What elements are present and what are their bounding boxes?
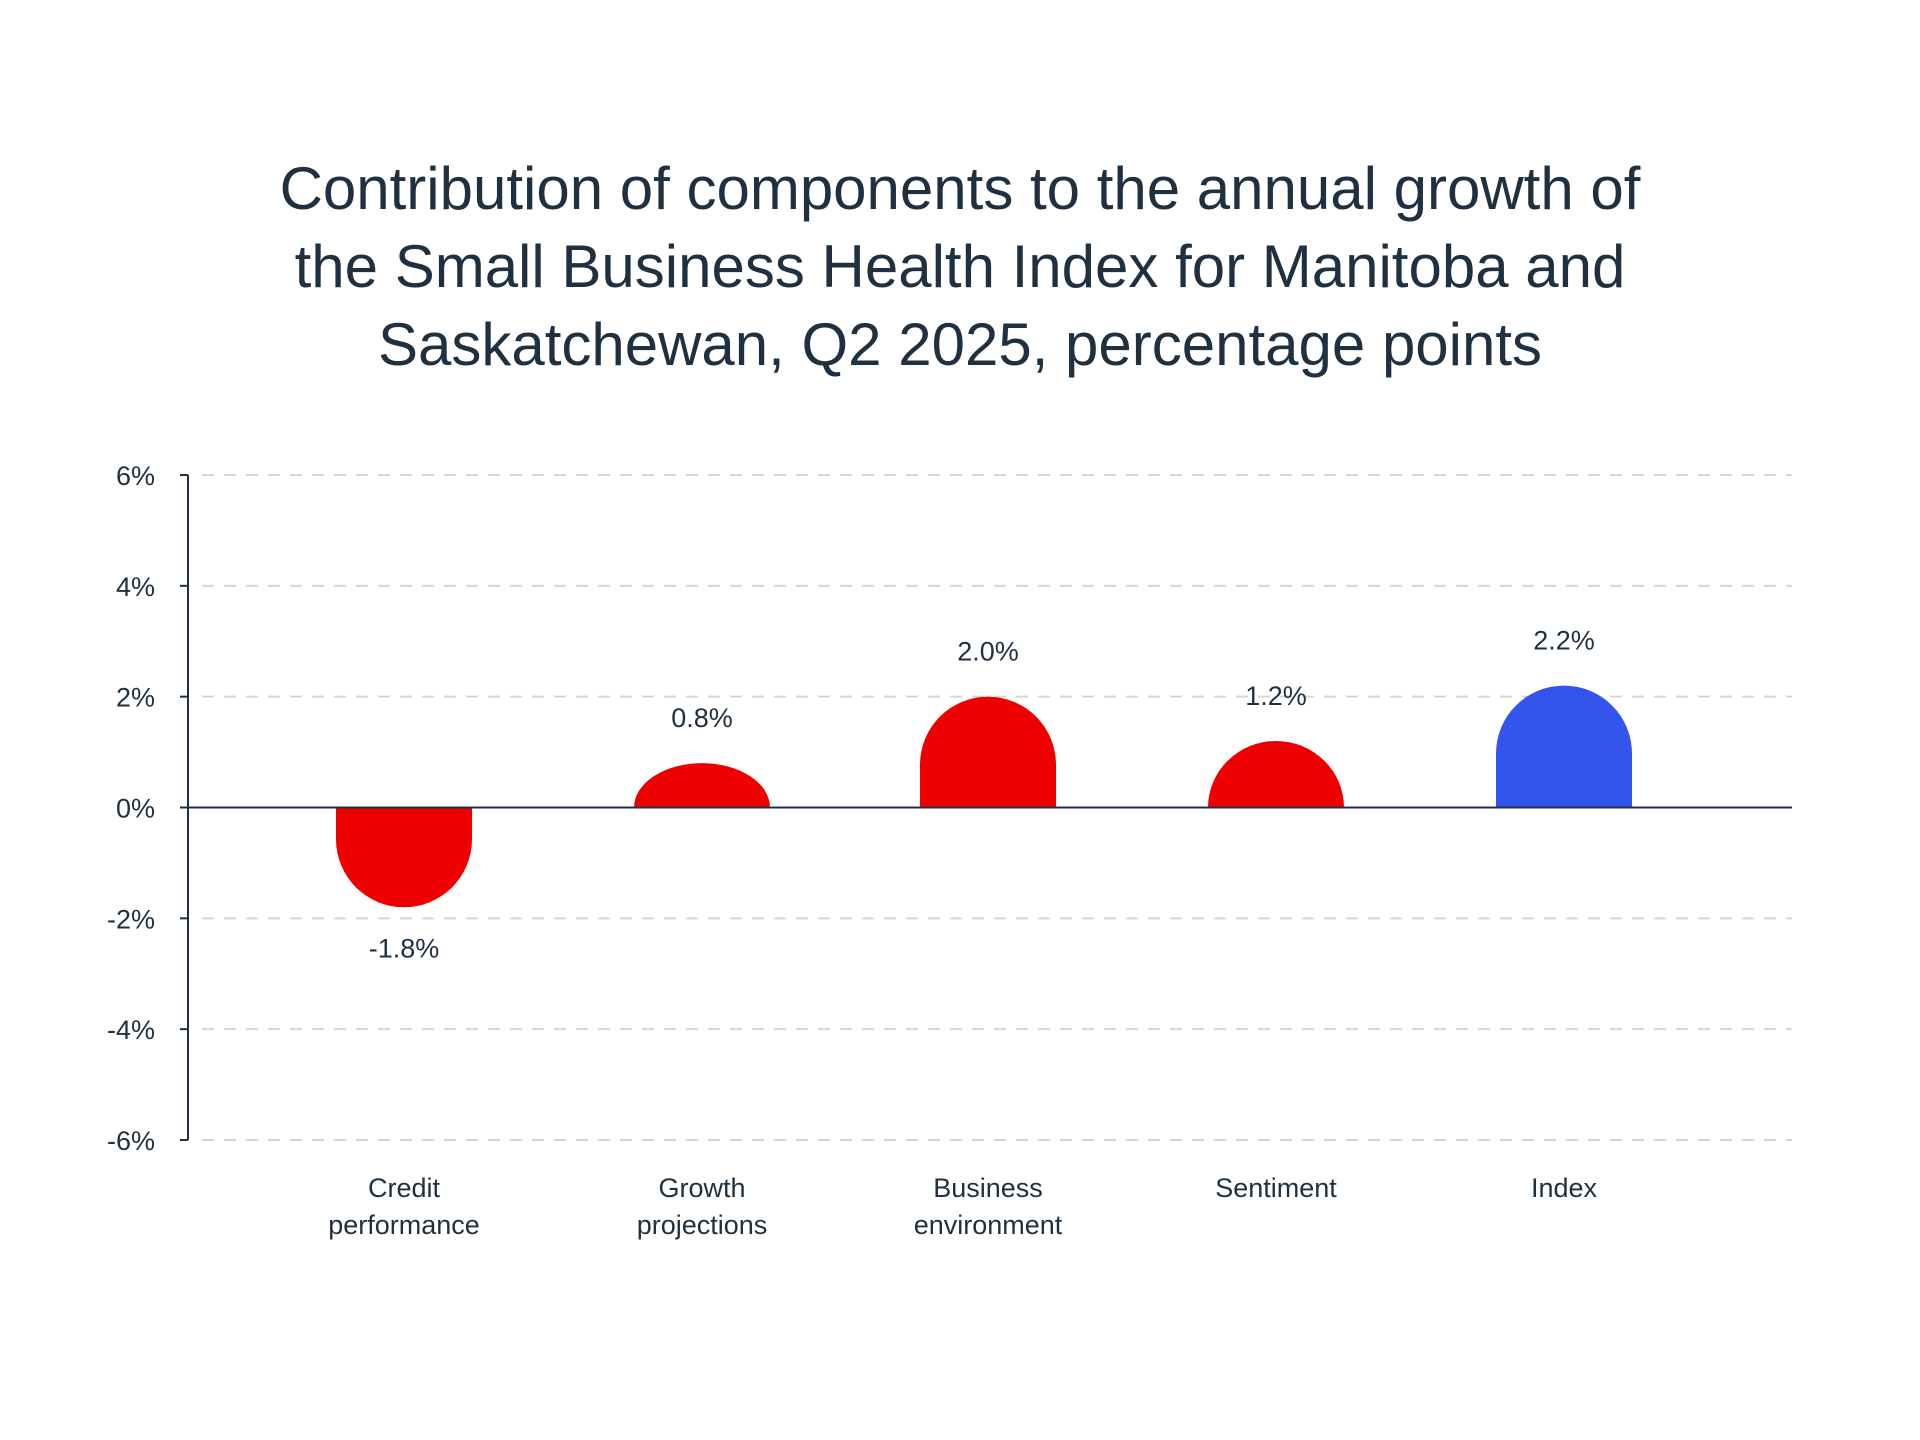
data-label: 0.8% <box>671 703 733 733</box>
x-tick-label: Index <box>1531 1173 1598 1203</box>
data-label: 1.2% <box>1245 681 1307 711</box>
x-tick-label: Sentiment <box>1215 1173 1337 1203</box>
x-tick-label-line: performance <box>328 1210 480 1240</box>
chart-title: Contribution of components to the annual… <box>160 150 1760 384</box>
y-tick-label: 2% <box>116 683 155 713</box>
y-tick-label: 4% <box>116 572 155 602</box>
chart-title-line-1: Contribution of components to the annual… <box>279 155 1641 222</box>
data-label: -1.8% <box>369 933 440 963</box>
x-tick-label-line: Index <box>1531 1173 1598 1203</box>
chart-title-line-2: the Small Business Health Index for Mani… <box>294 233 1626 300</box>
x-tick-label-line: environment <box>914 1210 1063 1240</box>
y-tick-label: -6% <box>107 1126 155 1156</box>
data-label: 2.2% <box>1533 626 1595 656</box>
bar <box>1208 741 1344 808</box>
bar <box>634 763 770 808</box>
x-tick-label-line: Sentiment <box>1215 1173 1337 1203</box>
y-tick-label: 6% <box>116 461 155 491</box>
bar <box>336 807 472 908</box>
bar <box>920 696 1056 808</box>
data-label: 2.0% <box>957 637 1019 667</box>
x-tick-label-line: Credit <box>368 1173 441 1203</box>
x-tick-label-line: Growth <box>658 1173 745 1203</box>
x-tick-label-line: projections <box>637 1210 768 1240</box>
x-tick-label-line: Business <box>933 1173 1043 1203</box>
x-tick-label: Growth projections <box>637 1173 768 1240</box>
chart-title-line-3: Saskatchewan, Q2 2025, percentage points <box>377 311 1543 378</box>
y-tick-label: -4% <box>107 1015 155 1045</box>
bar <box>1496 685 1632 808</box>
y-tick-label: 0% <box>116 794 155 824</box>
y-tick-label: -2% <box>107 904 155 934</box>
x-tick-label: Business environment <box>914 1173 1063 1240</box>
x-tick-label: Credit performance <box>328 1173 480 1240</box>
